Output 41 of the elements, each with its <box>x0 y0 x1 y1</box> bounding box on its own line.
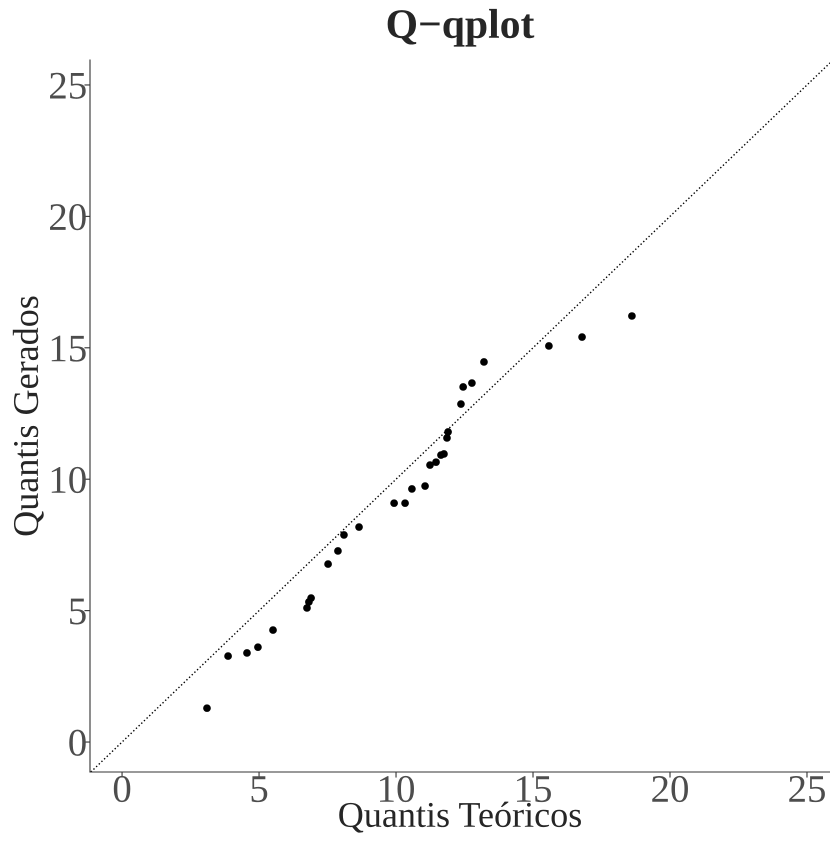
x-axis-title: Quantis Teóricos <box>339 802 581 833</box>
point <box>426 461 434 469</box>
point <box>303 604 311 612</box>
x-tick-label: 0 <box>114 776 130 802</box>
point <box>444 428 452 436</box>
point <box>390 499 398 507</box>
point <box>578 333 586 341</box>
point <box>340 531 348 539</box>
y-tick-label: 10 <box>52 466 86 494</box>
point <box>480 358 488 366</box>
point <box>440 450 448 458</box>
x-tick-label: 25 <box>789 776 825 802</box>
x-tick-label: 20 <box>652 776 688 802</box>
y-tick-label: 25 <box>50 72 86 99</box>
point <box>243 649 251 657</box>
point <box>459 383 467 391</box>
point <box>457 400 465 408</box>
point <box>401 499 409 507</box>
point <box>203 704 211 712</box>
y-tick-label: 15 <box>52 336 86 362</box>
y-tick-label: 5 <box>70 598 86 624</box>
point <box>408 485 416 493</box>
point <box>468 379 476 387</box>
y-tick-label: 20 <box>50 204 86 230</box>
point <box>421 482 429 490</box>
x-tick-label: 15 <box>516 776 551 802</box>
y-axis-title: Quantis Gerados <box>12 296 44 536</box>
point <box>224 652 232 660</box>
point <box>355 523 363 531</box>
point <box>545 342 553 350</box>
chart-title: Q−qplot <box>388 8 534 47</box>
x-tick-label: 10 <box>380 776 414 802</box>
point <box>307 594 315 602</box>
point <box>432 458 440 466</box>
point <box>324 560 332 568</box>
y-tick-label: 0 <box>69 730 86 756</box>
x-tick-label: 5 <box>252 776 268 802</box>
point <box>254 643 262 651</box>
point <box>269 626 277 634</box>
point <box>334 547 342 555</box>
point <box>628 312 636 320</box>
